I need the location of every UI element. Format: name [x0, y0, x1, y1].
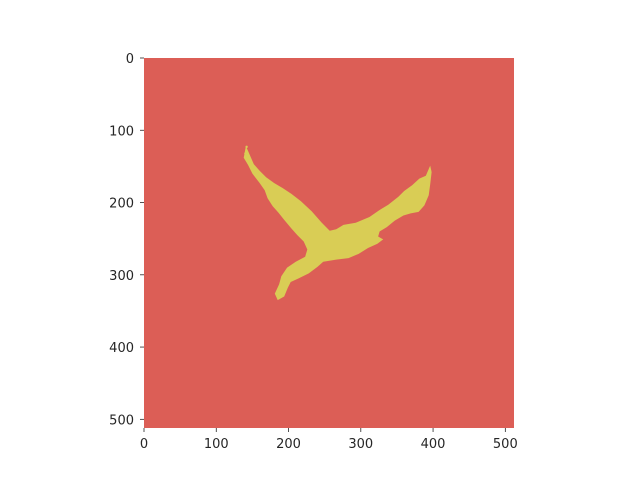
heatmap-feather-specks — [244, 145, 432, 200]
x-tick-label-500: 500 — [493, 437, 518, 452]
y-tick-label-200: 200 — [109, 197, 134, 212]
x-tick-label-200: 200 — [276, 437, 301, 452]
heatmap-speck-1 — [244, 152, 247, 155]
x-tick-label-100: 100 — [204, 437, 229, 452]
y-tick-label-0: 0 — [126, 52, 134, 67]
y-tick-label-400: 400 — [109, 341, 134, 356]
heatmap-speck-5 — [418, 191, 421, 194]
y-tick-label-500: 500 — [109, 413, 134, 428]
x-axis-ticks: 0 100 200 300 400 500 — [140, 428, 518, 452]
x-tick-label-0: 0 — [140, 437, 148, 452]
y-tick-label-100: 100 — [109, 124, 134, 139]
y-tick-label-300: 300 — [109, 269, 134, 284]
x-tick-label-300: 300 — [348, 437, 373, 452]
x-tick-label-400: 400 — [421, 437, 446, 452]
heatmap-speck-7 — [429, 169, 432, 172]
y-axis-ticks: 0 100 200 300 400 500 — [109, 52, 144, 428]
heatmap-speck-3 — [421, 183, 425, 187]
plot-area — [144, 58, 514, 428]
heatmap-speck-2 — [249, 161, 252, 164]
heatmap-speck-4 — [426, 176, 429, 180]
heatmap-speck-6 — [413, 197, 416, 200]
heatmap-speck-0 — [245, 145, 248, 149]
